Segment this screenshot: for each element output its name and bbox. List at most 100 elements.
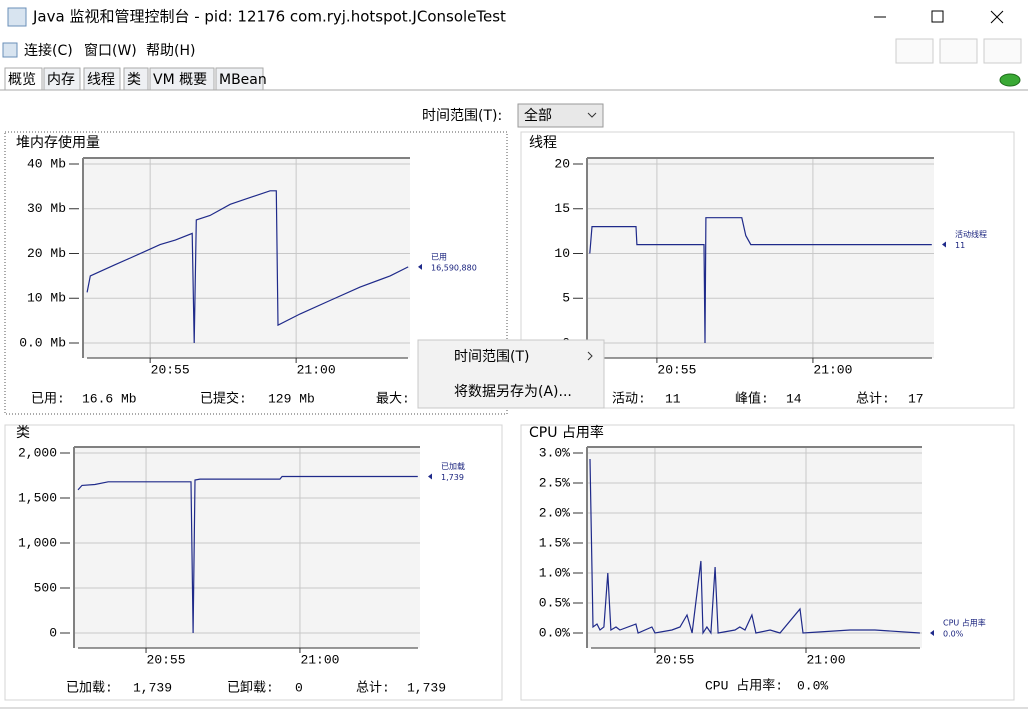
series-line <box>86 190 409 344</box>
legend-name: 已加载 <box>441 461 465 471</box>
stat-value: 16.6 Mb <box>82 391 137 406</box>
y-tick-label: 20 Mb <box>27 246 66 261</box>
legend-value: 0.0% <box>943 630 964 639</box>
x-tick-label: 20:55 <box>147 652 186 667</box>
x-tick-label: 20:55 <box>655 652 694 667</box>
panel-title: 类 <box>16 425 30 441</box>
x-tick-label: 20:55 <box>657 362 696 377</box>
y-tick-label: 0.0% <box>539 625 570 640</box>
series-line <box>77 475 418 634</box>
context-menu-item[interactable]: 时间范围(T) <box>454 348 529 365</box>
stat-value: 0 <box>295 680 303 695</box>
menu-item[interactable]: 连接(C) <box>24 42 73 59</box>
stat-label: 峰值: <box>735 390 769 406</box>
y-tick-label: 40 Mb <box>27 156 66 171</box>
tab-label[interactable]: 概览 <box>8 72 36 88</box>
stat-value: 1,739 <box>133 680 172 695</box>
tab[interactable] <box>43 67 81 91</box>
time-range-value[interactable]: 全部 <box>524 107 552 124</box>
stat-label: 最大: <box>376 391 410 406</box>
y-tick-label: 20 <box>554 156 570 171</box>
y-tick-label: 10 Mb <box>27 291 66 306</box>
legend-marker <box>418 263 422 270</box>
stat-label: 已卸载: <box>227 679 274 695</box>
y-tick-label: 2,000 <box>18 445 57 460</box>
y-tick-label: 5 <box>562 291 570 306</box>
y-tick-label: 2.0% <box>539 505 570 520</box>
stat-label: 总计: <box>856 391 890 406</box>
stat-label: 总计: <box>356 680 390 695</box>
tab-label[interactable]: 线程 <box>87 72 115 88</box>
y-tick-label: 1.5% <box>539 535 570 550</box>
y-tick-label: 15 <box>554 201 570 216</box>
tab[interactable] <box>215 67 264 91</box>
legend-value: 1,739 <box>441 473 464 482</box>
y-tick-label: 1.0% <box>539 565 570 580</box>
plot-area <box>587 158 934 358</box>
inner-close[interactable] <box>983 38 1022 64</box>
stat-value: 17 <box>908 391 924 406</box>
tab[interactable] <box>83 67 121 91</box>
x-tick-label: 21:00 <box>813 362 852 377</box>
connection-icon <box>999 73 1021 87</box>
legend-marker <box>942 241 946 248</box>
stat-label: 已提交: <box>200 390 247 406</box>
tab-label[interactable]: 类 <box>127 72 141 88</box>
y-tick-label: 0.5% <box>539 595 570 610</box>
y-tick-label: 2.5% <box>539 475 570 490</box>
panel-title: 堆内存使用量 <box>16 134 100 151</box>
legend-value: 16,590,880 <box>431 263 477 272</box>
menu-item[interactable]: 帮助(H) <box>146 43 195 59</box>
tab[interactable] <box>123 67 149 91</box>
doc-icon <box>2 42 18 58</box>
stat-value: 11 <box>665 391 681 406</box>
menu-item[interactable]: 窗口(W) <box>84 42 137 59</box>
inner-minimize[interactable] <box>895 38 934 64</box>
legend-name: 已用 <box>431 252 447 261</box>
panel-title: CPU 占用率 <box>529 424 604 441</box>
plot-area <box>83 158 410 358</box>
combo-arrow <box>587 112 597 118</box>
plot-area <box>74 447 420 648</box>
y-tick-label: 0.0 Mb <box>19 335 66 350</box>
x-tick-label: 21:00 <box>297 362 336 377</box>
time-range-label: 时间范围(T): <box>422 107 502 124</box>
stat-label: 活动: <box>612 391 646 406</box>
y-tick-label: 1,000 <box>18 535 57 550</box>
plot-area <box>587 447 922 648</box>
context-menu-item[interactable]: 将数据另存为(A)... <box>454 384 572 400</box>
context-menu <box>417 339 605 409</box>
legend-marker <box>428 473 432 480</box>
stat-value: 14 <box>786 391 802 406</box>
time-range-combo[interactable] <box>517 103 604 128</box>
tab-label[interactable]: VM 概要 <box>153 72 207 88</box>
y-tick-label: 30 Mb <box>27 201 66 216</box>
tab-label[interactable]: 内存 <box>47 72 75 88</box>
legend-value: 11 <box>955 241 965 250</box>
legend-marker <box>930 630 934 636</box>
stat-value: 129 Mb <box>268 391 315 406</box>
stat-label: 已用: <box>31 391 65 406</box>
app-icon <box>7 7 27 27</box>
window-title: Java 监视和管理控制台 - pid: 12176 com.ryj.hotsp… <box>32 8 506 26</box>
y-tick-label: 10 <box>554 246 570 261</box>
y-tick-label: 500 <box>34 580 57 595</box>
y-tick-label: 0 <box>49 625 57 640</box>
panel-title: 线程 <box>529 135 557 151</box>
tab[interactable] <box>149 67 215 91</box>
stat-label: 已加载: <box>66 680 113 695</box>
maximize-button[interactable] <box>931 10 944 23</box>
submenu-arrow <box>587 351 593 361</box>
stat-value: 0.0% <box>797 678 828 693</box>
inner-restore[interactable] <box>939 38 978 64</box>
y-tick-label: 1,500 <box>18 490 57 505</box>
legend-name: 活动线程 <box>955 229 987 239</box>
tab-label[interactable]: MBean <box>219 72 267 88</box>
legend-name: CPU 占用率 <box>943 618 986 628</box>
tab[interactable] <box>4 67 43 91</box>
x-tick-label: 21:00 <box>300 652 339 667</box>
close-button[interactable] <box>990 10 1004 24</box>
y-tick-label: 3.0% <box>539 445 570 460</box>
series-line <box>589 458 920 635</box>
